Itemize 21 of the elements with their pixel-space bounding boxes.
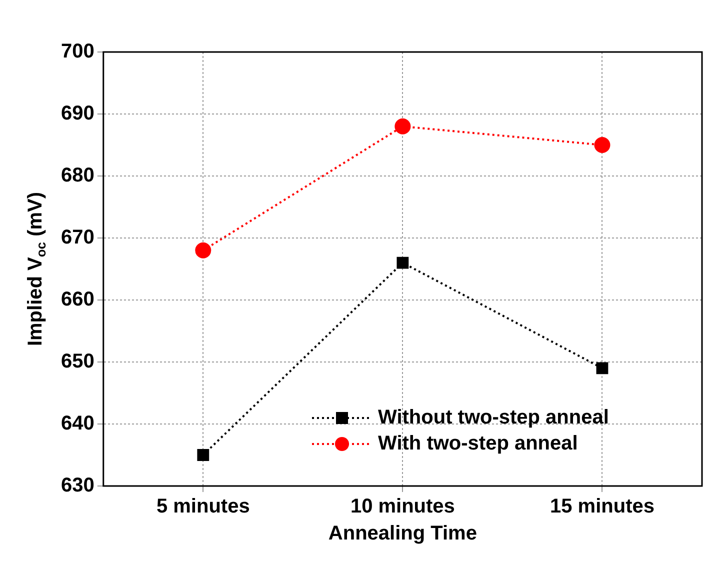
point: [594, 137, 610, 153]
y-tick-label: 660: [60, 288, 94, 311]
y-tick-label: 650: [60, 350, 94, 373]
point: [596, 362, 608, 374]
legend-label: Without two-step anneal: [378, 406, 609, 429]
x-tick-label: 10 minutes: [350, 496, 455, 518]
point: [394, 118, 411, 134]
point: [197, 449, 210, 461]
x-axis-title: Annealing Time: [328, 522, 477, 545]
point: [195, 242, 212, 258]
y-tick-label: 680: [60, 164, 94, 187]
y-tick-label: 670: [60, 226, 94, 249]
y-tick-label: 690: [60, 102, 94, 125]
y-tick-label: 700: [60, 40, 94, 63]
point: [396, 256, 409, 269]
x-tick-label: 15 minutes: [550, 496, 654, 518]
legend-label: With two-step anneal: [378, 432, 578, 455]
y-tick-label: 640: [60, 412, 94, 435]
y-tick-label: 630: [60, 474, 94, 497]
x-tick-label: 5 minutes: [156, 496, 250, 518]
y-axis-title: Implied Voc (mV): [24, 192, 49, 346]
